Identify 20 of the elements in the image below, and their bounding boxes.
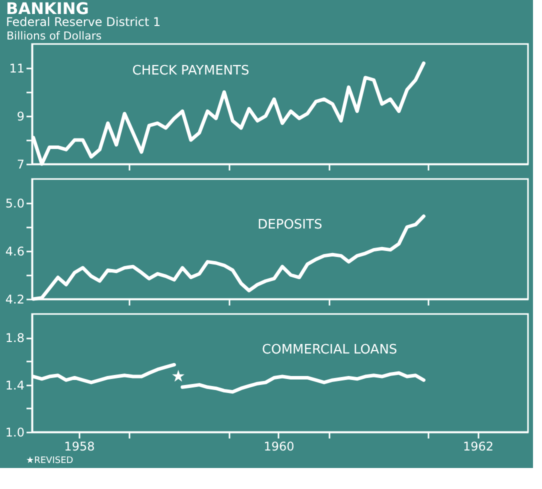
y-tick-label: 1.4: [5, 378, 24, 392]
y-axis-title: Billions of Dollars: [6, 30, 102, 42]
y-tick-label: 5.0: [5, 196, 24, 210]
y-tick-label: 11: [9, 62, 24, 76]
y-tick-label: 1.0: [5, 426, 24, 440]
series-label: COMMERCIAL LOANS: [262, 342, 398, 358]
y-tick-label: 4.6: [5, 244, 24, 258]
y-tick-label: 9: [16, 110, 24, 124]
x-tick-label: 1958: [64, 440, 95, 454]
chart-title: BANKING: [6, 0, 89, 18]
text: ★REVISED: [26, 456, 74, 466]
y-tick-label: 4.2: [5, 292, 24, 306]
x-tick-label: 1960: [264, 440, 294, 454]
y-tick-label: 1.8: [5, 331, 24, 346]
text: CHECK PAYMENTS: [132, 63, 250, 78]
chart-subtitle: Federal Reserve District 1: [6, 15, 161, 29]
x-tick-label: 1962: [463, 440, 494, 454]
y-tick-label: 7: [16, 158, 24, 172]
series-label: DEPOSITS: [258, 218, 322, 233]
annotation: ★: [171, 366, 186, 386]
